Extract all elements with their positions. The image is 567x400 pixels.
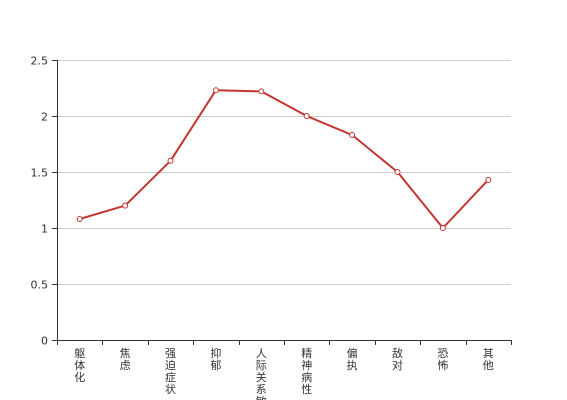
x-tick-label: 偏执 [347, 346, 358, 372]
data-point[interactable] [122, 202, 129, 209]
y-tick-label: 2 [41, 111, 48, 124]
data-point[interactable] [258, 88, 265, 95]
series-layer [76, 87, 492, 231]
data-point[interactable] [394, 169, 401, 175]
y-tick-label: 1 [41, 223, 48, 236]
x-tick-label: 躯体化 [74, 347, 85, 384]
x-tick-label: 其他 [483, 347, 494, 372]
y-tick-label: 1.5 [31, 167, 49, 180]
x-tick-label: 强迫症状 [165, 347, 176, 396]
y-tick-label: 2.5 [31, 55, 49, 68]
x-axis: 躯体化 焦虑 强迫症状 抑郁 人际关系敏感 精神病性 偏执 敌对 恐怖 其他 [57, 340, 512, 400]
y-tick-label: 0.5 [31, 279, 49, 292]
x-tick-label: 敌对 [392, 346, 403, 372]
series-line [79, 89, 490, 229]
data-point[interactable] [485, 176, 492, 183]
data-point[interactable] [167, 157, 174, 164]
data-point[interactable] [212, 87, 219, 94]
data-point[interactable] [76, 216, 83, 223]
x-tick-label: 精神病性 [301, 347, 312, 396]
data-point[interactable] [303, 113, 310, 119]
grid-lines [57, 60, 511, 285]
y-axis: 0 0.5 1 1.5 2 2.5 [31, 55, 58, 348]
y-tick-label: 0 [41, 335, 48, 348]
data-point[interactable] [439, 225, 446, 231]
x-tick-label: 人际关系敏感 [256, 347, 267, 400]
x-tick-label: 焦虑 [120, 347, 131, 372]
x-tick-label: 恐怖 [437, 347, 448, 372]
x-tick-label: 抑郁 [210, 346, 221, 372]
data-point[interactable] [349, 132, 356, 139]
